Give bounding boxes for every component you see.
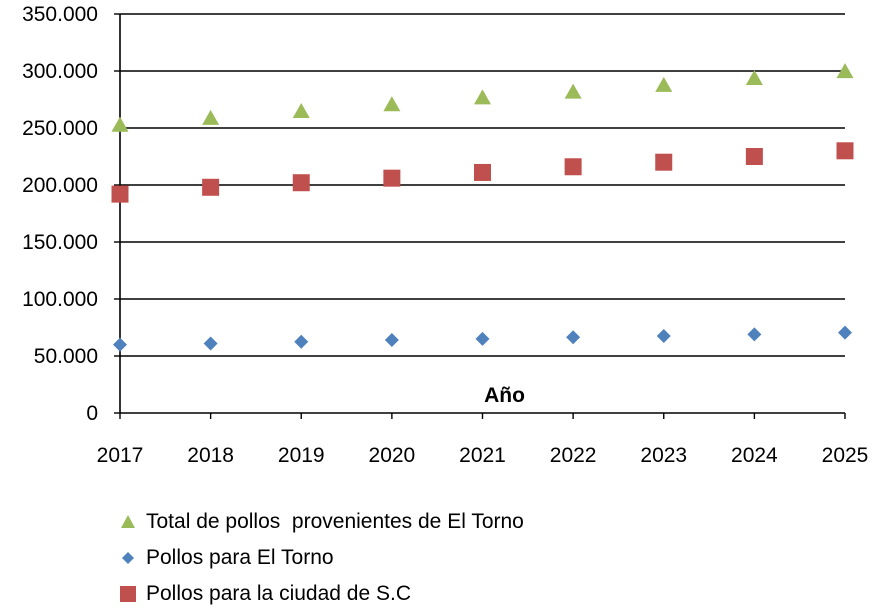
legend-marker-square — [120, 586, 136, 602]
data-point-square — [292, 174, 310, 192]
x-tick-label: 2018 — [187, 444, 234, 467]
y-tick-label: 250.000 — [22, 117, 98, 140]
y-tick-label: 150.000 — [22, 231, 98, 254]
data-point-square — [745, 148, 763, 165]
data-point-diamond — [838, 325, 852, 340]
chart-legend: Total de pollos provenientes de El Torno… — [118, 504, 524, 612]
data-point-diamond — [113, 337, 127, 352]
legend-item: Pollos para la ciudad de S.C — [118, 576, 524, 612]
data-point-square — [564, 158, 582, 176]
data-point-triangle — [383, 96, 401, 112]
data-point-triangle — [111, 116, 129, 132]
data-point-triangle — [474, 89, 491, 105]
x-tick-label: 2021 — [459, 444, 506, 467]
data-point-triangle — [564, 83, 582, 99]
data-point-square — [655, 153, 673, 171]
legend-marker-triangle — [121, 515, 135, 528]
legend-marker-diamond — [122, 552, 134, 564]
data-point-square — [202, 178, 220, 196]
data-point-triangle — [202, 109, 220, 125]
legend-label: Pollos para la ciudad de S.C — [146, 582, 411, 605]
x-tick-label: 2023 — [640, 444, 687, 467]
legend-label: Pollos para El Torno — [146, 546, 334, 569]
legend-item: Pollos para El Torno — [118, 540, 524, 576]
y-tick-label: 200.000 — [22, 174, 98, 197]
x-tick-label: 2025 — [822, 444, 869, 467]
legend-item: Total de pollos provenientes de El Torno — [118, 504, 524, 540]
data-point-triangle — [745, 69, 763, 85]
legend-label: Total de pollos provenientes de El Torno — [146, 510, 524, 533]
data-point-triangle — [292, 103, 310, 119]
y-tick-label: 300.000 — [22, 60, 98, 83]
data-point-square — [836, 142, 854, 160]
x-tick-label: 2022 — [550, 444, 597, 467]
data-point-diamond — [384, 333, 399, 348]
data-point-diamond — [566, 330, 581, 345]
data-point-square — [383, 169, 401, 187]
y-tick-label: 100.000 — [22, 288, 98, 311]
x-tick-label: 2024 — [731, 444, 778, 467]
data-point-diamond — [475, 331, 490, 346]
x-tick-label: 2020 — [369, 444, 416, 467]
y-tick-label: 350.000 — [22, 3, 98, 26]
data-point-diamond — [203, 336, 218, 351]
data-point-diamond — [747, 327, 762, 342]
data-point-diamond — [656, 329, 671, 344]
data-point-triangle — [836, 63, 854, 79]
data-point-diamond — [294, 334, 309, 349]
data-point-square — [111, 185, 129, 203]
x-axis-label: Año — [484, 384, 525, 407]
y-tick-label: 50.000 — [34, 345, 98, 368]
x-tick-label: 2019 — [278, 444, 325, 467]
data-point-square — [474, 163, 491, 181]
x-tick-label: 2017 — [97, 444, 144, 467]
y-tick-label: 0 — [86, 402, 98, 425]
data-point-triangle — [655, 76, 673, 92]
